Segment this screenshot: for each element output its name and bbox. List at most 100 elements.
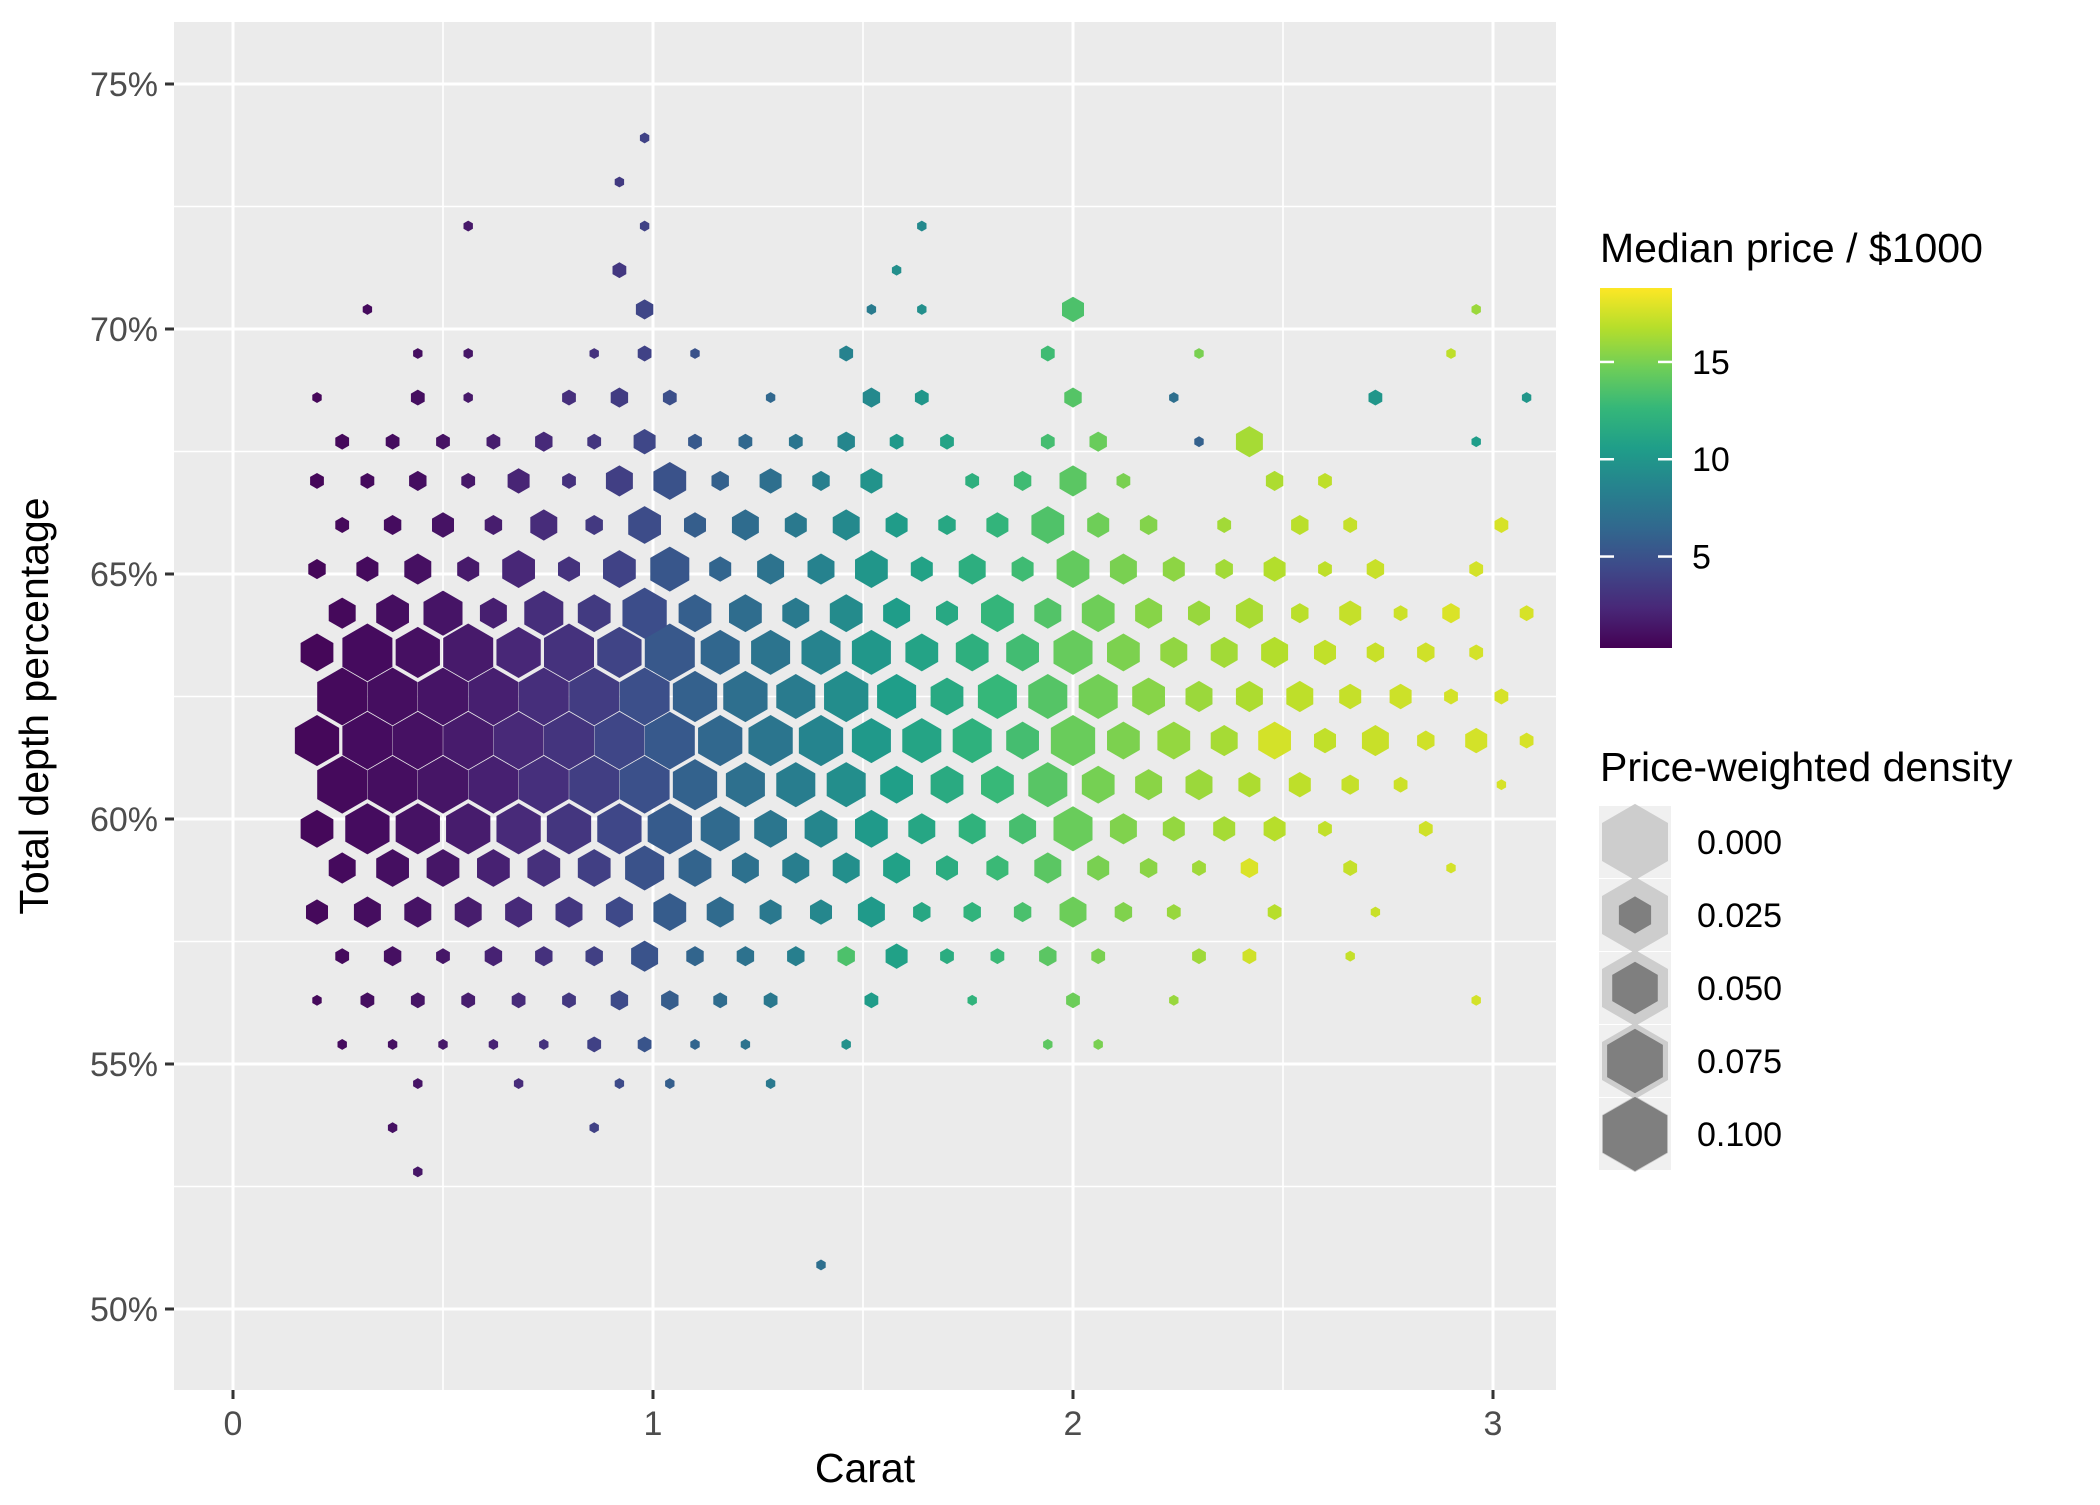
hex-bin <box>305 899 329 925</box>
hex-bin <box>308 559 326 580</box>
hex-bin <box>589 348 599 359</box>
hex-bin <box>1444 688 1458 705</box>
hex-bin <box>461 472 476 489</box>
hex-bin <box>544 623 594 682</box>
hex-bin <box>880 765 913 804</box>
hex-bin <box>1043 1038 1053 1050</box>
hex-bin <box>335 948 350 965</box>
hex-bin <box>765 1078 776 1090</box>
hex-bin <box>1135 597 1163 629</box>
hex-bin <box>486 433 501 450</box>
hex-bin <box>1258 721 1291 760</box>
hex-bin <box>759 899 782 925</box>
hex-bin <box>678 849 712 887</box>
hex-bin <box>488 1038 499 1050</box>
hex-bin <box>981 765 1014 804</box>
hex-bin <box>763 992 778 1009</box>
hex-bin <box>855 550 888 589</box>
hex-bin <box>569 755 620 814</box>
hex-bin <box>438 1038 448 1050</box>
size-legend-label: 0.025 <box>1697 897 1782 935</box>
hex-bin <box>1059 896 1087 928</box>
hex-bin <box>383 514 402 536</box>
hex-bin <box>1393 605 1408 622</box>
hex-bin <box>360 992 375 1009</box>
hex-bin <box>1050 715 1096 767</box>
hex-bin <box>1291 514 1309 536</box>
hex-bin <box>413 1078 423 1090</box>
hex-bin <box>1034 852 1062 884</box>
hex-bin <box>569 667 620 726</box>
hex-bin <box>1446 862 1456 874</box>
hex-bin <box>603 550 636 589</box>
hex-bin <box>337 1038 347 1050</box>
hex-bin <box>312 392 322 404</box>
hex-bin <box>505 896 533 928</box>
hex-bin <box>986 855 1009 881</box>
hex-bin <box>958 813 986 845</box>
hex-bin <box>413 1166 423 1178</box>
hex-bin <box>832 509 860 541</box>
hex-bin <box>809 899 833 925</box>
hex-bin <box>1109 553 1137 585</box>
hex-bin <box>376 594 409 633</box>
hex-bin <box>1116 472 1131 489</box>
hex-bin <box>798 715 844 767</box>
hex-bin <box>404 553 432 585</box>
hex-bin <box>1192 948 1206 965</box>
hex-bin <box>824 670 869 723</box>
hex-bin <box>1263 816 1286 842</box>
hex-bin <box>594 711 645 770</box>
x-tick-label: 0 <box>224 1405 243 1443</box>
hex-bin <box>1265 470 1284 491</box>
hex-bin <box>443 623 494 682</box>
hex-bin <box>661 990 679 1011</box>
hex-bin <box>1053 629 1093 675</box>
hex-bin <box>562 472 576 489</box>
hex-bin <box>356 556 379 582</box>
hex-bin <box>885 943 908 969</box>
hex-bin <box>502 550 535 589</box>
hex-bin <box>610 387 629 408</box>
y-tick-label: 55% <box>90 1046 158 1084</box>
hex-bin <box>446 803 491 855</box>
hex-bin <box>914 389 929 406</box>
hex-bin <box>477 849 510 887</box>
hex-bin <box>535 946 553 967</box>
colorbar-tick-label: 5 <box>1692 539 1711 577</box>
hex-bin <box>686 946 704 967</box>
hex-bin <box>546 803 592 855</box>
colorbar-ticks <box>1600 360 1672 558</box>
hex-bin <box>639 132 650 144</box>
hex-bin <box>788 433 803 450</box>
hex-bin <box>392 711 443 770</box>
hex-bin <box>1135 769 1163 801</box>
hex-bin <box>1267 904 1282 921</box>
hex-bin <box>1028 673 1068 720</box>
hex-bin <box>1132 677 1165 716</box>
hex-bin <box>653 893 687 932</box>
hex-bin <box>1238 771 1261 798</box>
hex-bin <box>557 556 581 582</box>
hex-bin <box>816 1259 826 1271</box>
hex-bin <box>1078 673 1118 720</box>
hex-bin <box>1013 902 1032 923</box>
hex-bin <box>317 755 368 814</box>
hex-bin <box>940 433 954 450</box>
size-legend-labels: 0.000 0.025 0.050 0.075 0.100 <box>1697 824 1782 1154</box>
hex-bin <box>826 762 866 808</box>
hex-bin <box>353 896 381 928</box>
hex-bin <box>851 629 891 675</box>
hex-bin <box>1291 603 1309 624</box>
hex-bin <box>1006 721 1039 760</box>
hex-bin <box>938 514 956 536</box>
hex-bin <box>345 803 390 855</box>
hex-bin <box>1442 603 1460 624</box>
hex-bin <box>468 667 519 726</box>
hex-bin <box>1235 597 1263 629</box>
hex-bin <box>765 392 776 404</box>
hex-bin <box>740 1038 751 1050</box>
hex-bin <box>342 623 393 682</box>
hex-bin <box>837 431 855 452</box>
